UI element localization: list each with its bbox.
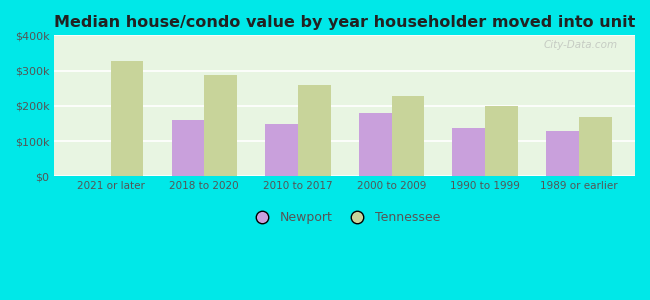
Bar [172,120,204,176]
Bar [578,117,612,176]
Bar [265,124,298,176]
Text: City-Data.com: City-Data.com [543,40,618,50]
Bar [485,106,518,176]
Title: Median house/condo value by year householder moved into unit: Median house/condo value by year househo… [54,15,636,30]
Bar [111,61,144,176]
Bar [391,96,424,176]
Bar [452,128,485,176]
Bar [204,75,237,176]
Bar [546,131,578,176]
Legend: Newport, Tennessee: Newport, Tennessee [244,206,445,229]
Bar [298,85,331,176]
Bar [359,113,391,176]
